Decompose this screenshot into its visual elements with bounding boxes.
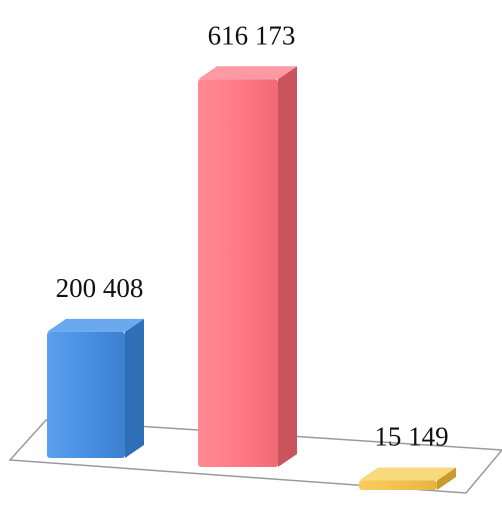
labels-layer: 200 408 616 173 15 149 [56,20,449,451]
bar-front-0 [47,331,125,458]
bar-front-1 [198,79,278,468]
bar-front-2 [359,480,437,490]
bar-1 [198,66,297,468]
bar-side-0 [125,318,144,458]
bar-0 [47,318,144,458]
bar-2 [359,467,456,490]
bar-top-2 [359,467,456,481]
data-label-1: 616 173 [208,20,296,50]
bar-side-1 [278,66,297,468]
bar-top-1 [198,66,297,80]
data-label-2: 15 149 [374,421,448,451]
bar-side-2 [437,467,456,490]
bars-layer [47,66,456,490]
data-label-0: 200 408 [56,273,144,303]
bar-top-0 [47,318,144,332]
